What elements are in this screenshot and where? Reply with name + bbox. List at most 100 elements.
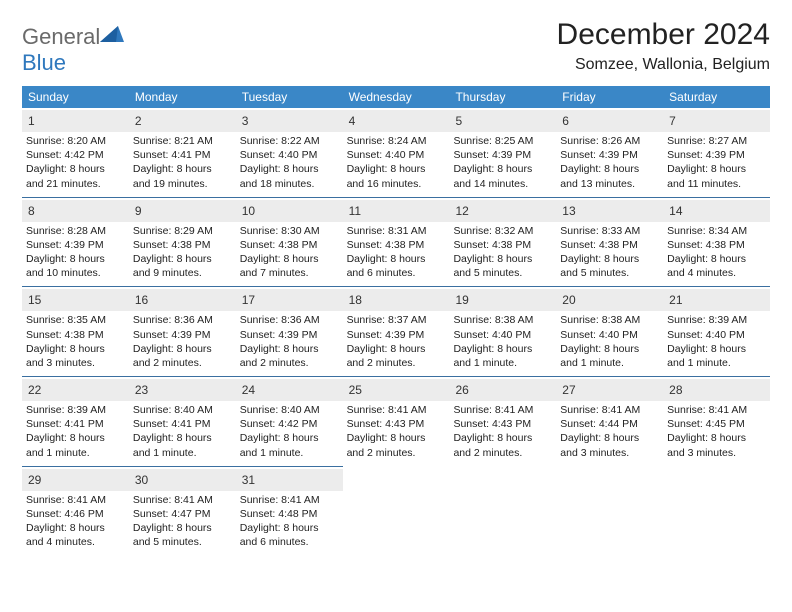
daylight-text: and 2 minutes. xyxy=(133,356,232,370)
daynum-row: 26 xyxy=(449,379,556,401)
sunrise-text: Sunrise: 8:41 AM xyxy=(667,403,766,417)
day-info: Sunrise: 8:39 AMSunset: 4:40 PMDaylight:… xyxy=(667,313,766,370)
day-number: 11 xyxy=(349,204,361,218)
week-row: 15Sunrise: 8:35 AMSunset: 4:38 PMDayligh… xyxy=(22,286,770,376)
sunset-text: Sunset: 4:39 PM xyxy=(453,148,552,162)
sunrise-text: Sunrise: 8:39 AM xyxy=(26,403,125,417)
daynum-row: 16 xyxy=(129,289,236,311)
day-info: Sunrise: 8:39 AMSunset: 4:41 PMDaylight:… xyxy=(26,403,125,460)
sunset-text: Sunset: 4:40 PM xyxy=(560,328,659,342)
calendar-cell: 30Sunrise: 8:41 AMSunset: 4:47 PMDayligh… xyxy=(129,466,236,556)
daylight-text: Daylight: 8 hours xyxy=(347,162,446,176)
day-info: Sunrise: 8:41 AMSunset: 4:43 PMDaylight:… xyxy=(453,403,552,460)
sunrise-text: Sunrise: 8:40 AM xyxy=(133,403,232,417)
logo-triangle-icon xyxy=(100,24,124,44)
calendar-cell: 16Sunrise: 8:36 AMSunset: 4:39 PMDayligh… xyxy=(129,286,236,376)
daylight-text: and 13 minutes. xyxy=(560,177,659,191)
daylight-text: Daylight: 8 hours xyxy=(453,342,552,356)
day-header-tue: Tuesday xyxy=(236,86,343,108)
sunset-text: Sunset: 4:44 PM xyxy=(560,417,659,431)
daylight-text: and 1 minute. xyxy=(26,446,125,460)
sunset-text: Sunset: 4:41 PM xyxy=(26,417,125,431)
daynum-row: 25 xyxy=(343,379,450,401)
daylight-text: Daylight: 8 hours xyxy=(560,342,659,356)
week-row: 8Sunrise: 8:28 AMSunset: 4:39 PMDaylight… xyxy=(22,197,770,287)
day-number: 30 xyxy=(135,473,148,487)
calendar-cell: 6Sunrise: 8:26 AMSunset: 4:39 PMDaylight… xyxy=(556,108,663,197)
sunrise-text: Sunrise: 8:26 AM xyxy=(560,134,659,148)
day-number: 17 xyxy=(242,293,255,307)
daylight-text: and 6 minutes. xyxy=(347,266,446,280)
daynum-row: 23 xyxy=(129,379,236,401)
calendar-cell: 9Sunrise: 8:29 AMSunset: 4:38 PMDaylight… xyxy=(129,197,236,287)
day-info: Sunrise: 8:32 AMSunset: 4:38 PMDaylight:… xyxy=(453,224,552,281)
daylight-text: Daylight: 8 hours xyxy=(667,252,766,266)
daylight-text: and 19 minutes. xyxy=(133,177,232,191)
calendar-cell: 13Sunrise: 8:33 AMSunset: 4:38 PMDayligh… xyxy=(556,197,663,287)
day-info: Sunrise: 8:22 AMSunset: 4:40 PMDaylight:… xyxy=(240,134,339,191)
daylight-text: Daylight: 8 hours xyxy=(240,431,339,445)
sunrise-text: Sunrise: 8:30 AM xyxy=(240,224,339,238)
sunset-text: Sunset: 4:38 PM xyxy=(347,238,446,252)
sunrise-text: Sunrise: 8:22 AM xyxy=(240,134,339,148)
daynum-row: 17 xyxy=(236,289,343,311)
daylight-text: Daylight: 8 hours xyxy=(560,162,659,176)
day-number: 3 xyxy=(242,114,249,128)
day-info: Sunrise: 8:36 AMSunset: 4:39 PMDaylight:… xyxy=(133,313,232,370)
sunset-text: Sunset: 4:38 PM xyxy=(133,238,232,252)
daylight-text: Daylight: 8 hours xyxy=(240,252,339,266)
daylight-text: Daylight: 8 hours xyxy=(133,521,232,535)
calendar-cell xyxy=(556,466,663,556)
day-info: Sunrise: 8:41 AMSunset: 4:45 PMDaylight:… xyxy=(667,403,766,460)
daylight-text: and 1 minute. xyxy=(240,446,339,460)
daylight-text: Daylight: 8 hours xyxy=(667,431,766,445)
title-block: December 2024 Somzee, Wallonia, Belgium xyxy=(557,18,770,74)
calendar-cell: 22Sunrise: 8:39 AMSunset: 4:41 PMDayligh… xyxy=(22,376,129,466)
calendar-cell xyxy=(449,466,556,556)
daynum-row: 22 xyxy=(22,379,129,401)
sunrise-text: Sunrise: 8:29 AM xyxy=(133,224,232,238)
day-info: Sunrise: 8:37 AMSunset: 4:39 PMDaylight:… xyxy=(347,313,446,370)
daylight-text: and 4 minutes. xyxy=(26,535,125,549)
daylight-text: and 5 minutes. xyxy=(133,535,232,549)
sunrise-text: Sunrise: 8:24 AM xyxy=(347,134,446,148)
sunset-text: Sunset: 4:48 PM xyxy=(240,507,339,521)
sunset-text: Sunset: 4:39 PM xyxy=(26,238,125,252)
sunrise-text: Sunrise: 8:39 AM xyxy=(667,313,766,327)
calendar-cell: 19Sunrise: 8:38 AMSunset: 4:40 PMDayligh… xyxy=(449,286,556,376)
sunset-text: Sunset: 4:46 PM xyxy=(26,507,125,521)
day-header-fri: Friday xyxy=(556,86,663,108)
day-number: 26 xyxy=(455,383,468,397)
day-number: 20 xyxy=(562,293,575,307)
calendar-cell: 10Sunrise: 8:30 AMSunset: 4:38 PMDayligh… xyxy=(236,197,343,287)
daylight-text: Daylight: 8 hours xyxy=(453,431,552,445)
logo-word-1: General xyxy=(22,24,100,49)
daylight-text: Daylight: 8 hours xyxy=(667,162,766,176)
weeks-container: 1Sunrise: 8:20 AMSunset: 4:42 PMDaylight… xyxy=(22,108,770,555)
day-info: Sunrise: 8:40 AMSunset: 4:41 PMDaylight:… xyxy=(133,403,232,460)
day-number: 18 xyxy=(349,293,362,307)
day-info: Sunrise: 8:38 AMSunset: 4:40 PMDaylight:… xyxy=(560,313,659,370)
calendar-cell: 8Sunrise: 8:28 AMSunset: 4:39 PMDaylight… xyxy=(22,197,129,287)
daylight-text: and 1 minute. xyxy=(560,356,659,370)
daynum-row: 14 xyxy=(663,200,770,222)
calendar-cell: 7Sunrise: 8:27 AMSunset: 4:39 PMDaylight… xyxy=(663,108,770,197)
sunrise-text: Sunrise: 8:35 AM xyxy=(26,313,125,327)
sunrise-text: Sunrise: 8:27 AM xyxy=(667,134,766,148)
calendar: Sunday Monday Tuesday Wednesday Thursday… xyxy=(22,86,770,555)
calendar-cell: 4Sunrise: 8:24 AMSunset: 4:40 PMDaylight… xyxy=(343,108,450,197)
calendar-cell: 15Sunrise: 8:35 AMSunset: 4:38 PMDayligh… xyxy=(22,286,129,376)
sunrise-text: Sunrise: 8:20 AM xyxy=(26,134,125,148)
daylight-text: and 6 minutes. xyxy=(240,535,339,549)
daylight-text: and 5 minutes. xyxy=(453,266,552,280)
day-number: 15 xyxy=(28,293,41,307)
daynum-row: 27 xyxy=(556,379,663,401)
sunset-text: Sunset: 4:41 PM xyxy=(133,148,232,162)
day-number: 31 xyxy=(242,473,255,487)
daynum-row: 24 xyxy=(236,379,343,401)
daylight-text: Daylight: 8 hours xyxy=(240,162,339,176)
daylight-text: and 3 minutes. xyxy=(667,446,766,460)
sunrise-text: Sunrise: 8:38 AM xyxy=(453,313,552,327)
daynum-row: 20 xyxy=(556,289,663,311)
day-info: Sunrise: 8:31 AMSunset: 4:38 PMDaylight:… xyxy=(347,224,446,281)
